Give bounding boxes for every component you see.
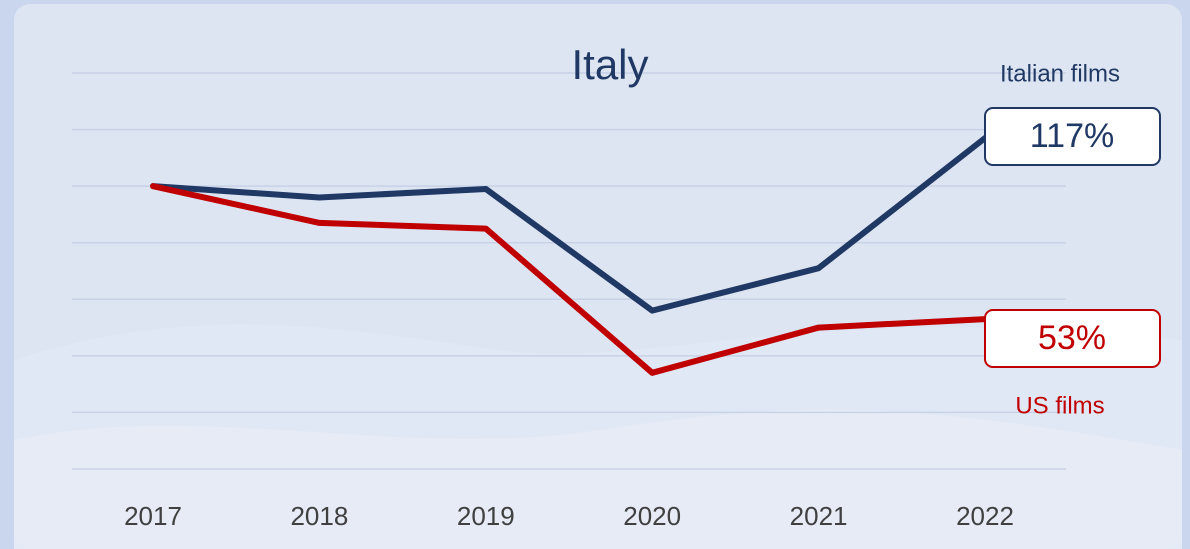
x-tick-label: 2020 xyxy=(623,501,681,531)
x-tick-label: 2017 xyxy=(124,501,182,531)
x-tick-label: 2022 xyxy=(956,501,1014,531)
wave xyxy=(14,409,1182,549)
legend-label: Italian films xyxy=(1000,60,1120,87)
chart-title: Italy xyxy=(571,41,648,88)
value-label-box xyxy=(984,107,1161,166)
grid xyxy=(72,72,1066,470)
series-line xyxy=(150,135,988,314)
x-tick-label: 2019 xyxy=(457,501,515,531)
lines xyxy=(150,135,988,376)
value-label: 53% xyxy=(1038,319,1106,357)
legend-label: US films xyxy=(1015,392,1104,419)
value-label: 117% xyxy=(1030,117,1114,155)
series-line xyxy=(150,183,988,376)
value-label-box xyxy=(984,309,1161,368)
labels: 2017 2018 2019 2020 2021 2022 Italian films 117… xyxy=(124,60,1161,531)
x-tick-label: 2021 xyxy=(790,501,848,531)
x-tick-label: 2018 xyxy=(290,501,348,531)
